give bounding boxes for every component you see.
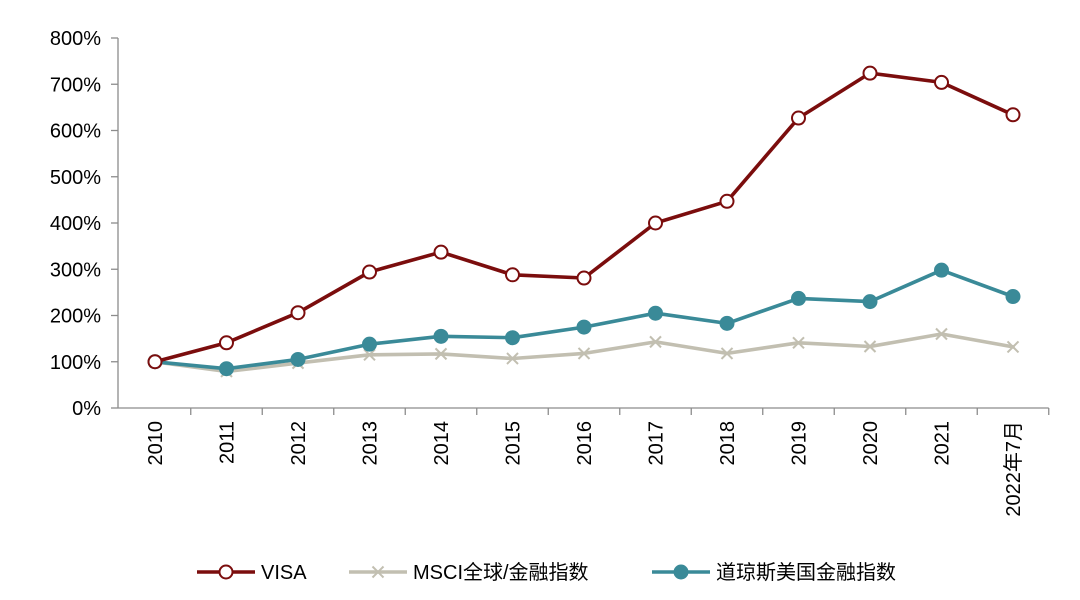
y-tick-label: 100% [50, 352, 101, 374]
x-tick-label: 2012 [288, 421, 310, 466]
data-point [934, 262, 949, 278]
x-tick-label: 2019 [789, 421, 811, 466]
data-point [362, 336, 377, 352]
x-tick-label: 2015 [503, 421, 525, 466]
data-point [576, 319, 592, 335]
x-tick-label: 2013 [360, 421, 382, 466]
data-point [362, 264, 377, 280]
y-tick-label: 500% [50, 167, 101, 189]
data-point [720, 347, 734, 360]
series-lines [147, 65, 1021, 378]
x-tick-label: 2017 [646, 421, 668, 466]
data-point [505, 330, 520, 346]
y-tick-label: 600% [50, 121, 101, 143]
data-point [363, 348, 376, 362]
series-line [153, 71, 1015, 364]
legend-item: VISA [197, 562, 307, 584]
y-tick-label: 200% [50, 306, 101, 328]
legend-marker [218, 564, 234, 580]
legend-marker [673, 564, 689, 580]
data-point [576, 270, 592, 286]
legend-label: MSCI全球/金融指数 [413, 561, 589, 584]
y-tick-label: 0% [72, 398, 101, 420]
data-point [219, 335, 234, 351]
data-point [649, 335, 662, 349]
data-point [433, 328, 449, 344]
data-point [719, 315, 735, 331]
legend-label: 道琼斯美国金融指数 [716, 561, 896, 584]
data-point [1005, 107, 1021, 123]
data-point [577, 347, 591, 360]
x-tick-label: 2011 [217, 421, 239, 464]
data-point [792, 336, 805, 349]
data-point [433, 244, 449, 260]
data-point [505, 267, 520, 283]
data-point [719, 193, 735, 209]
data-point [862, 65, 878, 81]
data-point [290, 305, 306, 321]
legend-item: MSCI全球/金融指数 [349, 561, 589, 584]
data-point [219, 361, 234, 377]
x-tick-label: 2020 [860, 421, 882, 466]
legend-item: 道琼斯美国金融指数 [652, 561, 896, 584]
legend-marker [371, 565, 385, 579]
data-point [506, 352, 519, 365]
data-point [1005, 289, 1021, 305]
data-point [863, 340, 877, 353]
y-axis: 0% 100% 200% 300% 400% 500% 600% 700% 800% [50, 28, 119, 420]
data-point [791, 290, 806, 306]
x-tick-label: 2014 [431, 421, 453, 466]
y-tick-label: 300% [50, 259, 101, 281]
series-1 [147, 65, 1021, 370]
series-3 [147, 262, 1021, 377]
x-tick-label: 2010 [145, 421, 167, 466]
x-tick-label: 2018 [717, 421, 739, 466]
data-point [935, 327, 948, 341]
y-tick-label: 800% [50, 28, 101, 50]
y-tick-label: 400% [50, 213, 101, 235]
legend-label: VISA [261, 562, 307, 584]
data-point [1006, 340, 1020, 354]
x-tick-label: 2016 [574, 421, 596, 466]
y-tick-label: 700% [50, 74, 101, 96]
data-point [147, 354, 163, 370]
data-point [934, 74, 949, 90]
data-point [648, 305, 663, 321]
x-axis: 2010 2011 2012 2013 2014 2015 2016 2017 2018 2019… [118, 407, 1050, 517]
x-tick-label: 2022年7月 [1002, 421, 1025, 517]
x-tick-label: 2021 [932, 421, 954, 466]
data-point [862, 294, 878, 310]
data-point [290, 351, 306, 367]
data-point [648, 215, 663, 231]
data-point [791, 110, 806, 126]
legend: VISA MSCI全球/金融指数 道琼斯美国金融指数 [197, 561, 896, 584]
data-point [434, 347, 448, 361]
series-2 [148, 327, 1020, 378]
